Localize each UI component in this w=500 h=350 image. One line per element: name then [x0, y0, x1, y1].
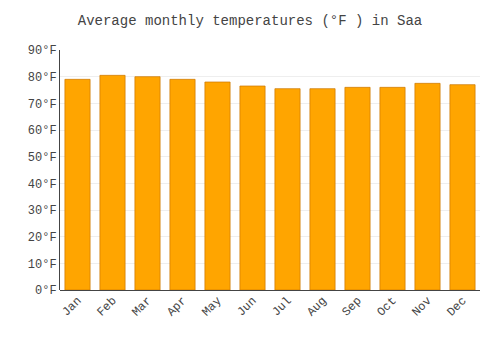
svg-text:Aug: Aug [304, 294, 329, 319]
svg-text:90°F: 90°F [28, 44, 57, 58]
svg-text:50°F: 50°F [28, 151, 57, 165]
svg-text:40°F: 40°F [28, 178, 57, 192]
svg-text:Jun: Jun [234, 294, 259, 319]
svg-text:0°F: 0°F [35, 284, 57, 298]
svg-text:Mar: Mar [129, 294, 154, 319]
svg-text:Sep: Sep [339, 294, 364, 319]
svg-text:Average monthly temperatures (: Average monthly temperatures (°F ) in Sa… [78, 13, 422, 29]
svg-text:10°F: 10°F [28, 258, 57, 272]
svg-text:80°F: 80°F [28, 71, 57, 85]
svg-text:30°F: 30°F [28, 204, 57, 218]
svg-text:Nov: Nov [409, 294, 434, 319]
svg-text:Jul: Jul [269, 294, 294, 319]
svg-text:Feb: Feb [94, 294, 119, 319]
svg-text:60°F: 60°F [28, 124, 57, 138]
svg-text:70°F: 70°F [28, 98, 57, 112]
svg-text:Jan: Jan [59, 294, 84, 319]
svg-text:Dec: Dec [444, 294, 469, 319]
svg-text:Apr: Apr [164, 294, 189, 319]
svg-text:Oct: Oct [374, 294, 399, 319]
svg-text:20°F: 20°F [28, 231, 57, 245]
svg-text:May: May [199, 294, 224, 319]
